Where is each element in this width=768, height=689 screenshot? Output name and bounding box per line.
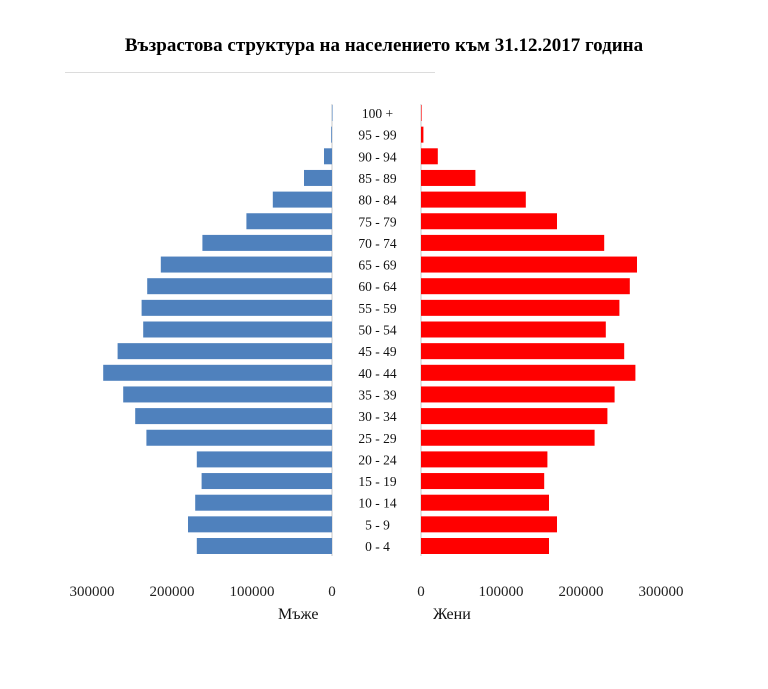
bar-women-19 [421, 126, 424, 143]
legend-label-women: Жени [433, 606, 471, 623]
age-label-16: 80 - 84 [358, 193, 396, 208]
age-label-6: 30 - 34 [358, 409, 396, 424]
age-label-7: 35 - 39 [358, 387, 396, 402]
age-label-14: 70 - 74 [358, 236, 396, 251]
bar-men-1 [188, 516, 332, 533]
bar-women-7 [421, 386, 615, 403]
age-label-15: 75 - 79 [358, 214, 396, 229]
chart-title: Възрастова структура на населението към … [124, 35, 644, 56]
bar-women-11 [421, 299, 620, 316]
x-tick-left-3: 0 [328, 584, 336, 600]
bar-women-1 [421, 516, 557, 533]
bar-men-13 [160, 256, 332, 273]
bar-men-19 [331, 126, 332, 143]
age-label-13: 65 - 69 [358, 258, 396, 273]
bar-men-10 [143, 321, 332, 338]
x-tick-right-0: 0 [417, 584, 425, 600]
x-tick-left-2: 100000 [230, 584, 275, 600]
bar-women-12 [421, 278, 630, 295]
bar-women-3 [421, 473, 545, 490]
bar-men-20 [331, 105, 333, 121]
bar-men-6 [135, 408, 332, 425]
bar-women-13 [421, 256, 637, 273]
bar-men-3 [201, 473, 332, 490]
bar-men-18 [324, 148, 332, 165]
bar-men-15 [246, 213, 332, 230]
title-divider [65, 72, 435, 73]
bar-women-20 [421, 105, 422, 121]
bar-women-0 [421, 538, 549, 554]
bar-women-14 [421, 234, 605, 251]
age-label-19: 95 - 99 [358, 128, 396, 143]
bar-men-4 [196, 451, 332, 468]
bar-women-5 [421, 429, 595, 446]
x-tick-left-0: 300000 [70, 584, 115, 600]
age-label-3: 15 - 19 [358, 474, 396, 489]
age-label-17: 85 - 89 [358, 171, 396, 186]
x-tick-right-3: 300000 [639, 584, 684, 600]
bar-men-11 [141, 299, 332, 316]
bar-men-17 [304, 169, 332, 186]
bar-women-15 [421, 213, 557, 230]
age-label-1: 5 - 9 [365, 517, 390, 532]
age-label-12: 60 - 64 [358, 279, 396, 294]
bar-women-18 [421, 148, 438, 165]
bar-men-16 [272, 191, 332, 208]
bar-men-2 [195, 494, 332, 511]
bar-women-6 [421, 408, 608, 425]
age-label-4: 20 - 24 [358, 452, 396, 467]
bar-women-10 [421, 321, 606, 338]
bar-men-0 [196, 538, 332, 554]
bar-women-17 [421, 169, 476, 186]
bar-men-5 [146, 429, 332, 446]
age-label-11: 55 - 59 [358, 301, 396, 316]
bar-men-12 [147, 278, 332, 295]
age-label-0: 0 - 4 [365, 539, 390, 554]
age-label-9: 45 - 49 [358, 344, 396, 359]
age-label-2: 10 - 14 [358, 496, 396, 511]
age-label-5: 25 - 29 [358, 431, 396, 446]
bar-women-4 [421, 451, 548, 468]
bar-men-9 [117, 343, 332, 360]
age-label-10: 50 - 54 [358, 323, 396, 338]
x-tick-left-1: 200000 [150, 584, 195, 600]
x-tick-right-2: 200000 [559, 584, 604, 600]
age-label-8: 40 - 44 [358, 366, 396, 381]
age-label-18: 90 - 94 [358, 149, 396, 164]
x-tick-right-1: 100000 [479, 584, 524, 600]
bar-women-2 [421, 494, 549, 511]
bar-men-14 [202, 234, 332, 251]
bar-women-8 [421, 364, 636, 381]
bar-men-8 [103, 364, 332, 381]
bar-women-16 [421, 191, 526, 208]
bar-men-7 [123, 386, 332, 403]
age-label-20: 100 + [362, 106, 393, 121]
bar-women-9 [421, 343, 625, 360]
legend-label-men: Мъже [278, 606, 319, 623]
